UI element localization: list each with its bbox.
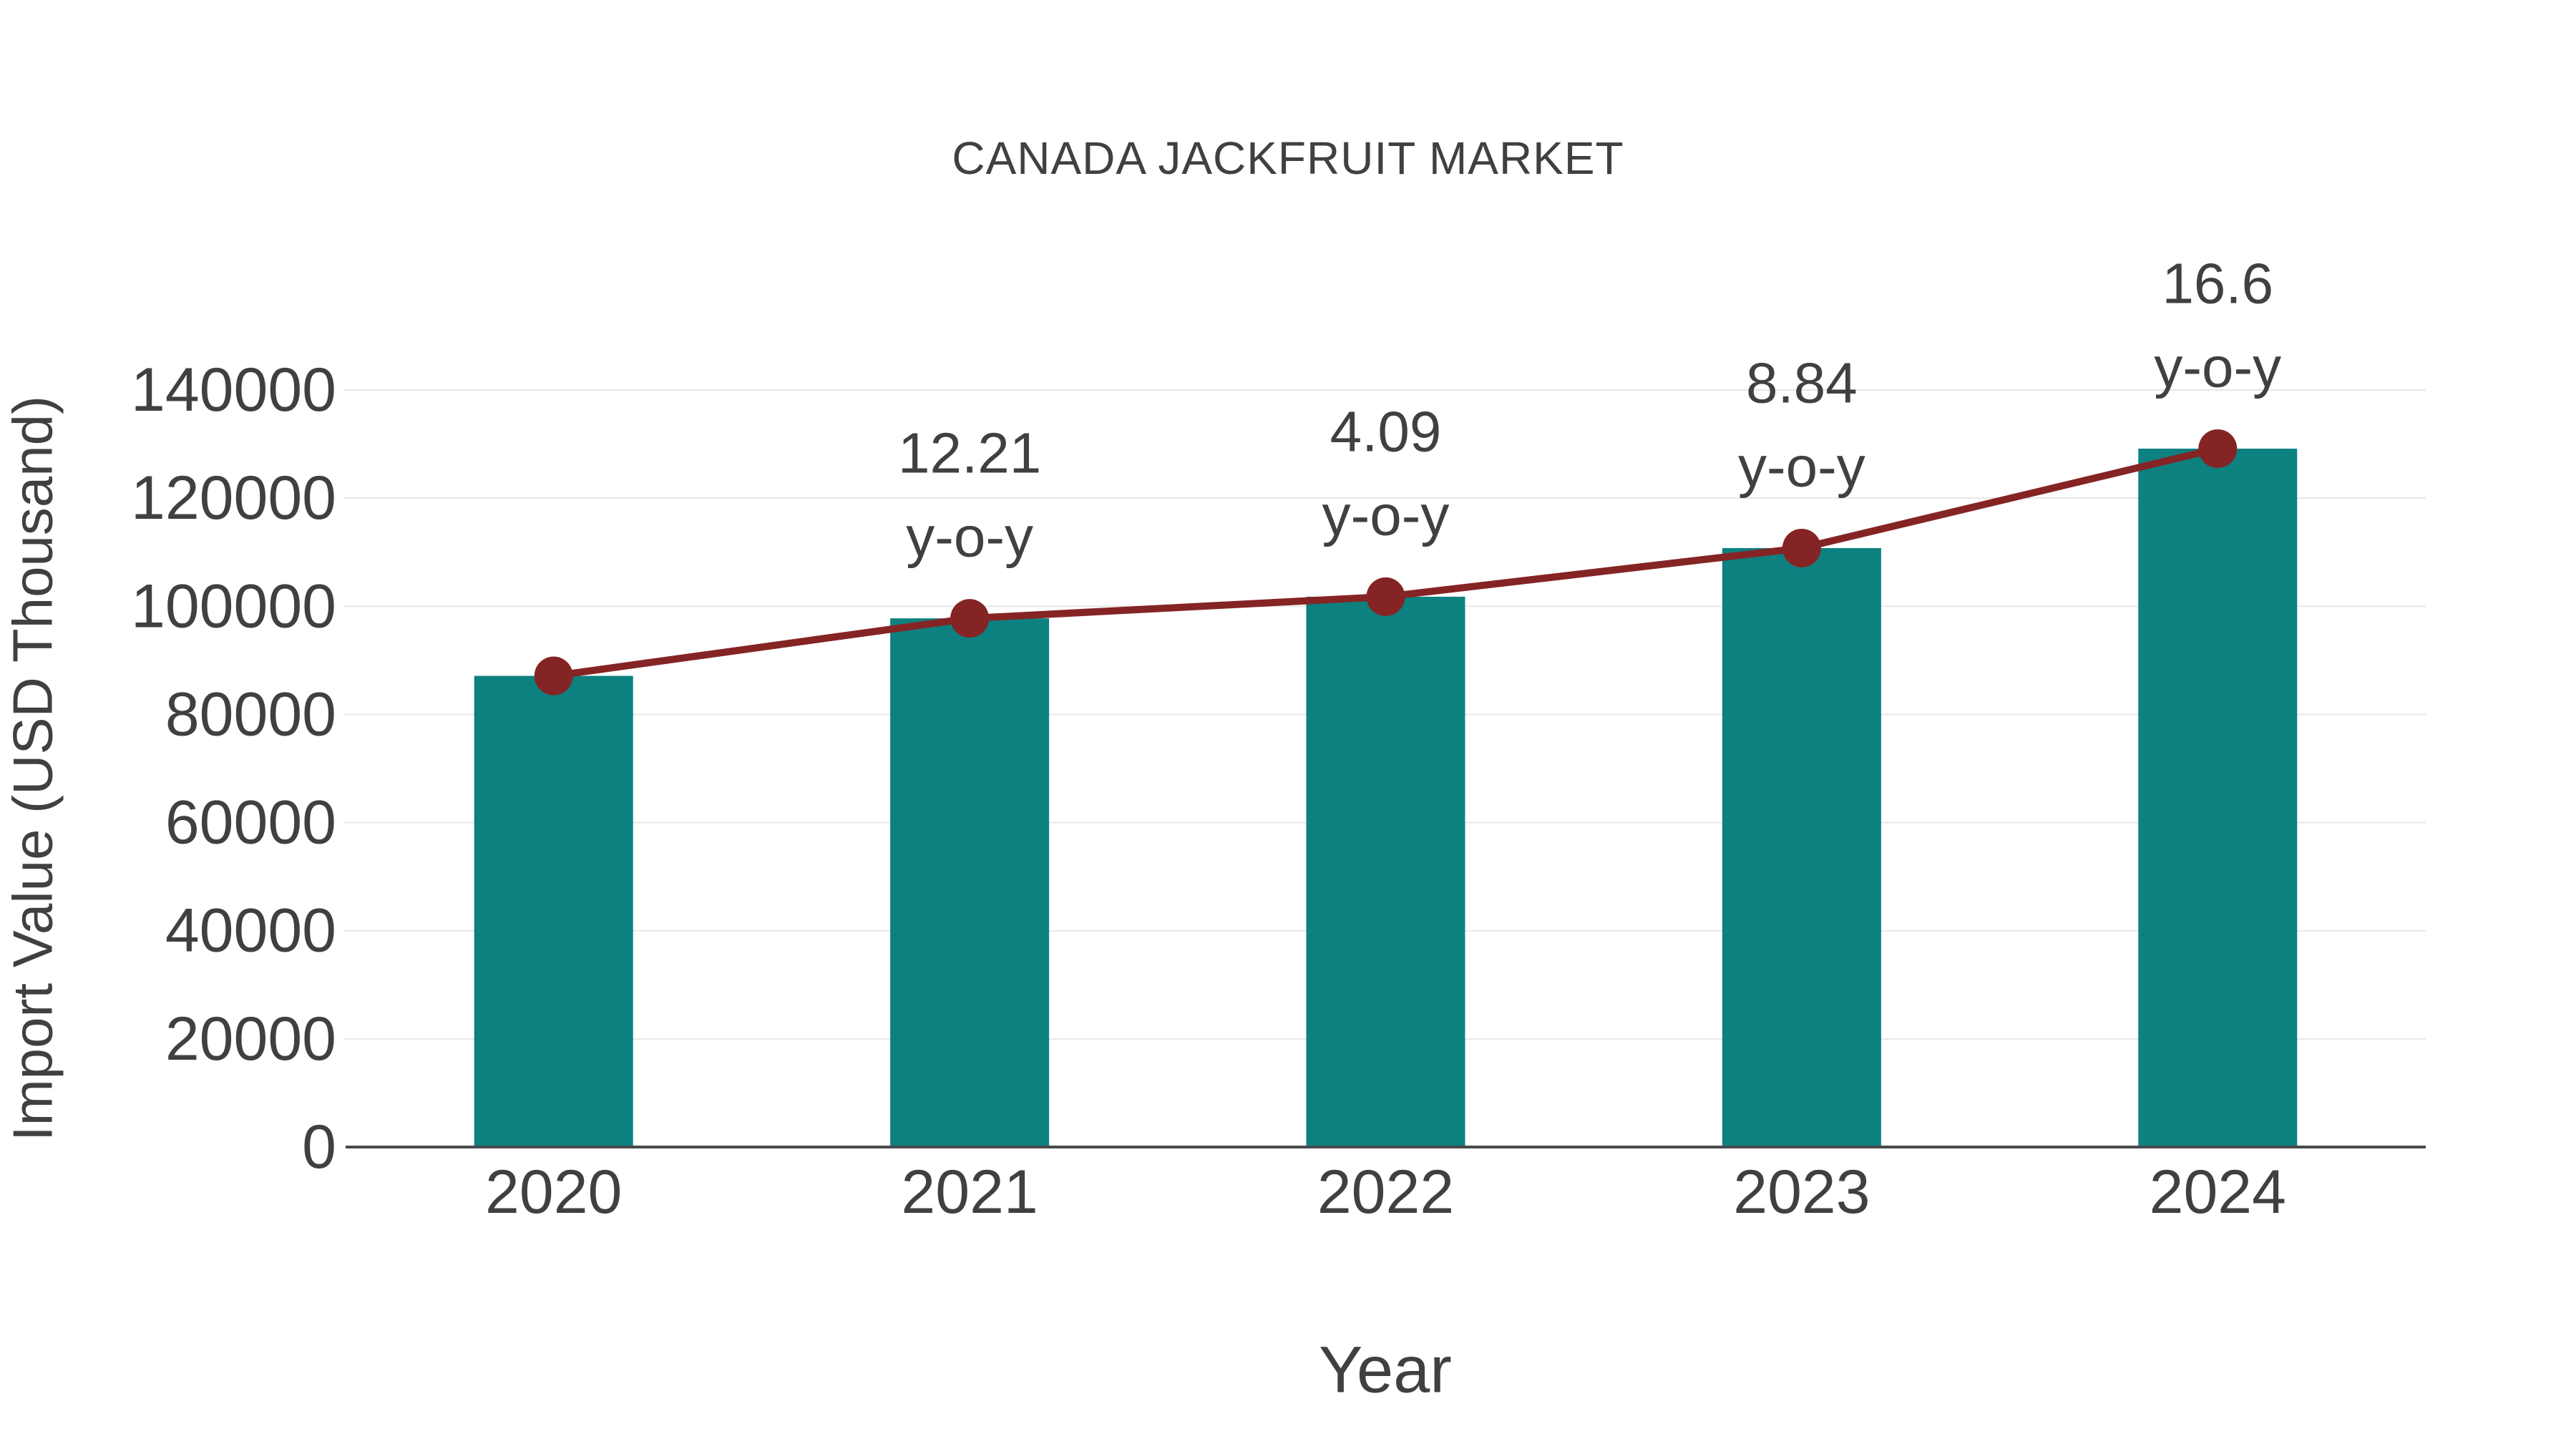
y-tick-label: 0 bbox=[302, 1113, 336, 1181]
x-tick-label: 2022 bbox=[1317, 1158, 1454, 1226]
y-tick-label: 140000 bbox=[131, 356, 336, 424]
y-tick-label: 40000 bbox=[165, 897, 336, 965]
bar bbox=[1306, 596, 1465, 1147]
bar bbox=[474, 675, 633, 1147]
yoy-unit-label: y-o-y bbox=[1322, 483, 1450, 547]
yoy-unit-label: y-o-y bbox=[2154, 335, 2281, 399]
yoy-value-label: 12.21 bbox=[898, 421, 1041, 485]
x-tick-label: 2021 bbox=[901, 1158, 1038, 1226]
line-marker bbox=[1782, 528, 1821, 567]
bar bbox=[2138, 448, 2298, 1147]
y-tick-label: 60000 bbox=[165, 789, 336, 857]
y-tick-label: 120000 bbox=[131, 464, 336, 532]
yoy-value-label: 8.84 bbox=[1746, 351, 1858, 414]
chart-title: CANADA JACKFRUIT MARKET bbox=[952, 132, 1624, 184]
yoy-value-label: 16.6 bbox=[2162, 251, 2273, 315]
yoy-value-label: 4.09 bbox=[1330, 399, 1442, 463]
yoy-unit-label: y-o-y bbox=[906, 505, 1033, 569]
bar bbox=[1722, 547, 1881, 1147]
x-tick-label: 2020 bbox=[485, 1158, 622, 1226]
y-tick-label: 80000 bbox=[165, 680, 336, 748]
line-marker bbox=[534, 656, 573, 696]
y-tick-label: 20000 bbox=[165, 1005, 336, 1073]
y-tick-label: 100000 bbox=[131, 572, 336, 640]
bar bbox=[890, 618, 1050, 1147]
x-tick-label: 2024 bbox=[2150, 1158, 2286, 1226]
line-marker bbox=[950, 599, 990, 638]
x-tick-label: 2023 bbox=[1733, 1158, 1870, 1226]
yoy-unit-label: y-o-y bbox=[1738, 434, 1865, 498]
line-marker bbox=[2198, 429, 2238, 468]
x-axis-title: Year bbox=[1319, 1333, 1452, 1407]
line-marker bbox=[1366, 577, 1405, 616]
